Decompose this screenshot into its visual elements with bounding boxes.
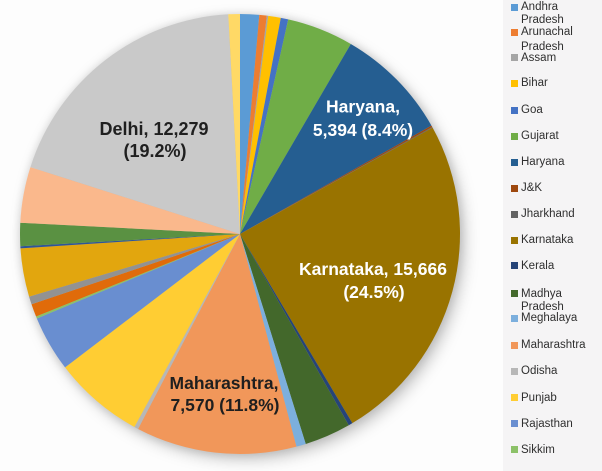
svg-text:Delhi, 12,279: Delhi, 12,279 [99, 119, 208, 139]
svg-text:7,570 (11.8%): 7,570 (11.8%) [171, 395, 280, 415]
svg-text:Haryana,: Haryana, [326, 97, 400, 117]
svg-text:Karnataka, 15,666: Karnataka, 15,666 [299, 259, 447, 279]
svg-text:5,394 (8.4%): 5,394 (8.4%) [313, 120, 413, 140]
svg-text:(24.5%): (24.5%) [343, 282, 404, 302]
svg-text:Maharashtra,: Maharashtra, [170, 373, 279, 393]
svg-text:(19.2%): (19.2%) [123, 141, 186, 161]
